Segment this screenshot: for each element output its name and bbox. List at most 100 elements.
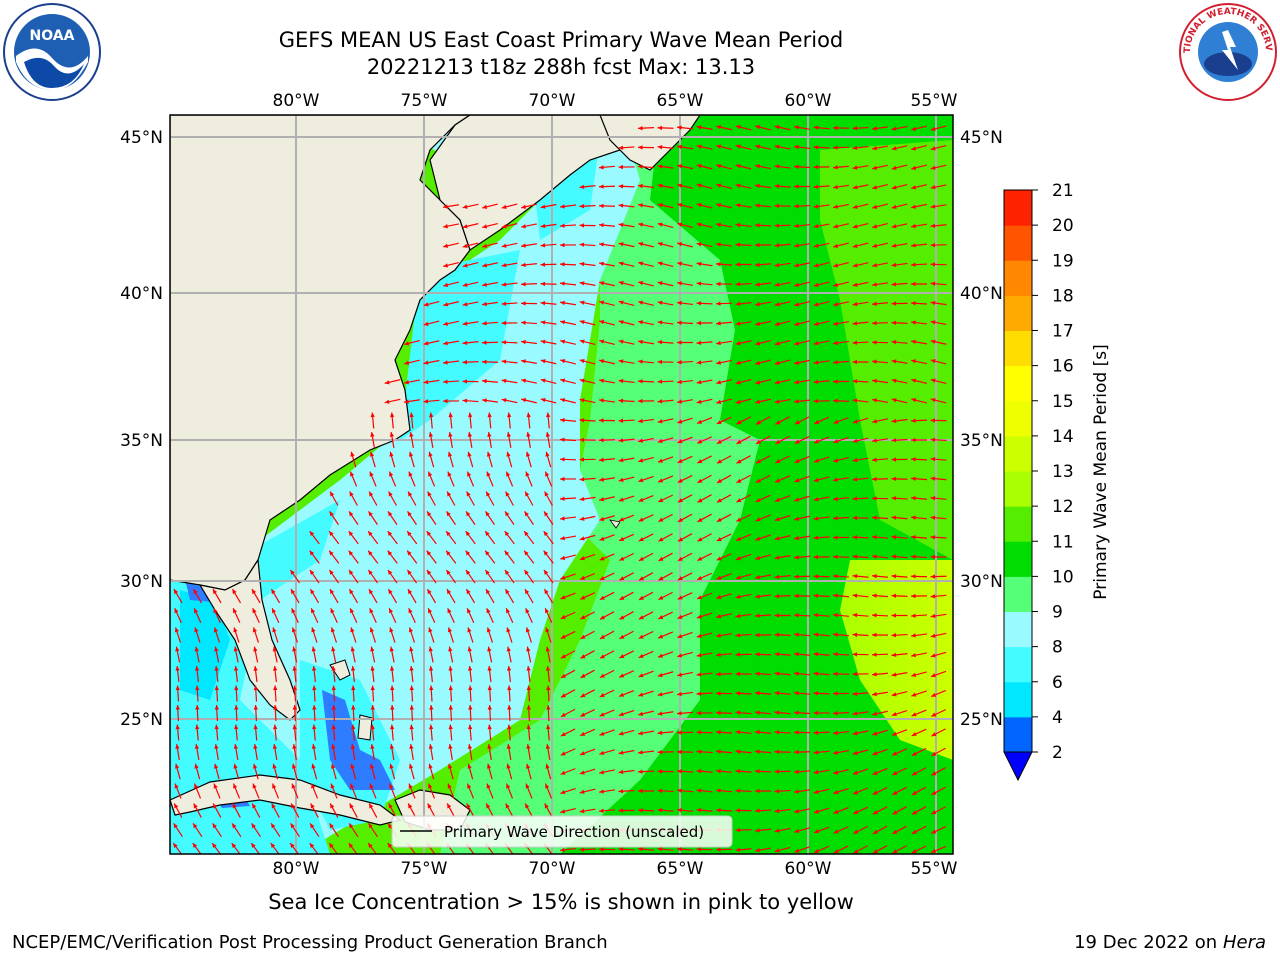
wave-arrow-head [911,204,917,209]
wave-arrow-head [677,439,683,444]
wave-arrow-head [501,204,507,209]
wave-arrow-head [579,261,585,267]
wave-arrow-head [658,634,664,639]
wave-arrow-head [482,321,487,326]
wave-arrow-head [931,751,937,756]
wave-arrow-head [599,497,605,502]
wave-arrow-head [735,301,741,307]
wave-arrow-head [526,666,531,671]
wave-arrow-head [619,654,625,659]
wave-arrow-head [658,498,664,502]
wave-arrow-head [370,646,375,652]
colorbar-segment [1004,190,1032,226]
wave-arrow-head [813,145,819,150]
wave-arrow-head [506,451,511,457]
wave-arrow-head [696,730,702,735]
wave-arrow-head [872,282,877,287]
wave-arrow-head [560,751,566,756]
wave-arrow-head [560,437,565,442]
colorbar-segment [1004,365,1032,402]
wave-arrow-head [677,281,682,286]
wave-arrow-head [233,763,238,769]
wave-arrow-head [853,829,859,834]
wave-arrow-head [930,165,936,170]
wave-arrow-head [794,593,799,599]
wave-arrow-head [443,302,449,307]
wave-arrow-head [872,165,878,170]
wave-arrow-head [872,731,878,736]
wave-arrow-head [525,763,531,769]
wave-arrow-head [329,843,334,848]
wave-arrow-head [677,261,683,266]
wave-arrow-head [872,652,877,657]
wave-arrow-head [813,710,819,716]
wave-direction-arrows [172,125,947,854]
wave-arrow-head [329,550,334,556]
wave-arrow-head [349,589,354,595]
wave-arrow-head [618,222,624,228]
lat-labels-right: 45°N 40°N 35°N 30°N 25°N [960,128,1003,730]
wave-arrow-head [506,608,511,614]
wave-arrow-head [560,732,566,737]
wave-arrow-head [735,652,741,657]
wave-arrow-head [930,594,936,599]
wave-arrow-head [174,608,179,614]
wave-arrow-head [409,432,414,437]
wave-arrow-head [716,222,721,228]
wave-arrow-head [310,589,315,595]
wave-arrow-head [891,146,897,151]
wave-arrow-head [504,550,510,556]
colorbar-segment [1004,225,1032,261]
wave-arrow-head [407,569,412,575]
wave-arrow-head [579,281,585,286]
wave-arrow-head [891,378,897,383]
wave-arrow-head [521,378,527,383]
wave-arrow-head [311,608,316,614]
wave-arrow-head [911,574,916,579]
wave-arrow-head [735,321,741,326]
wave-arrow-head [579,847,585,852]
wave-arrow-head [540,281,546,287]
wave-arrow-head [580,654,586,659]
wave-arrow-head [599,750,605,756]
wave-arrow-head [911,849,917,853]
wave-arrow-head [599,808,604,813]
svg-text:NOAA: NOAA [30,28,75,44]
wave-arrow-head [638,458,644,463]
wave-arrow-head [697,537,703,542]
wave-arrow-head [427,803,432,809]
wave-arrow-head [213,627,219,633]
wave-arrow-head [735,380,741,385]
wave-arrow-head [292,646,297,652]
wave-arrow-head [521,243,526,248]
wave-arrow-head [892,771,898,775]
wave-arrow-head [755,164,760,169]
wave-arrow-head [579,751,585,756]
wave-arrow-head [833,224,839,229]
wave-arrow-head [407,550,412,556]
wave-arrow-head [369,627,375,633]
wave-arrow-head [560,693,566,698]
wave-arrow-head [930,242,936,248]
wave-arrow-head [521,398,527,403]
wave-arrow-head [175,646,180,652]
wave-arrow-head [696,614,702,619]
wave-arrow-head [833,612,838,618]
wave-arrow-head [579,223,585,228]
wave-arrow-head [540,301,546,306]
wave-arrow-head [794,164,799,169]
wave-arrow-head [290,569,295,575]
wave-arrow-head [872,185,878,190]
wave-arrow-head [213,608,218,614]
wave-arrow-head [833,458,839,463]
wave-arrow-head [775,497,780,502]
wave-arrow-head [872,691,877,697]
colorbar-segment [1004,646,1032,683]
wave-arrow-head [716,652,721,658]
wave-arrow-head [774,828,780,833]
wave-arrow-head [794,204,799,209]
wave-arrow-head [579,789,585,794]
wave-arrow-head [175,666,180,671]
wave-arrow-head [487,666,492,671]
wave-arrow-head [755,301,760,307]
